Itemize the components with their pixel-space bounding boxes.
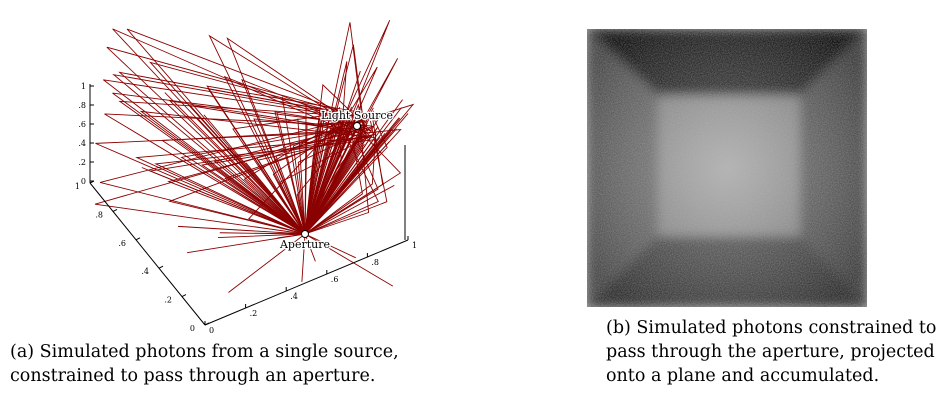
caption-line: onto a plane and accumulated. — [606, 366, 880, 386]
caption-line: (a) Simulated photons from a single sour… — [10, 342, 399, 362]
photon-path — [99, 120, 343, 235]
tick-label: .6 — [331, 275, 339, 284]
photon-plot: 0 .2 .4 .6 .8 1 1 .8 .6 .4 .2 0 0 .2 .4 .6 .8 1 Light Sou… — [75, 20, 417, 335]
tick-mark — [135, 237, 141, 241]
caption-b: (b) Simulated photons constrained to pas… — [606, 316, 936, 388]
photon-path — [154, 92, 375, 235]
photon-path — [304, 132, 340, 235]
photon-path — [112, 28, 356, 235]
photon-path — [112, 73, 354, 235]
tick-label: .4 — [290, 292, 298, 301]
photon-path — [139, 110, 374, 235]
photon-path — [118, 100, 377, 235]
tick-label: .8 — [95, 210, 103, 219]
photon-path — [106, 46, 341, 235]
tick-mark — [181, 294, 187, 298]
photon-path — [126, 28, 361, 236]
caption-line: constrained to pass through an aperture. — [10, 366, 376, 386]
axes — [89, 84, 409, 326]
tick-mark — [158, 265, 164, 269]
tick-label: .8 — [78, 101, 86, 110]
tick-label: 1 — [75, 182, 80, 191]
photon-path — [94, 114, 367, 235]
photon-path — [304, 128, 370, 235]
axis-ticks: 0 .2 .4 .6 .8 1 1 .8 .6 .4 .2 0 0 .2 .4 .6 .8 1 — [75, 82, 417, 335]
photon-path — [304, 136, 376, 235]
photon-path — [304, 58, 399, 235]
photon-path — [223, 75, 351, 235]
photon-path — [304, 107, 341, 235]
photon-path — [274, 111, 368, 235]
photon-path — [304, 107, 402, 235]
accumulated-image — [587, 29, 867, 307]
photon-path — [135, 136, 373, 235]
photon-path — [304, 120, 320, 235]
aperture-marker — [301, 230, 309, 238]
tick-label: .4 — [141, 267, 149, 276]
tick-label: .2 — [78, 158, 86, 167]
tick-label: .6 — [118, 239, 126, 248]
photon-path — [304, 130, 352, 235]
photon-path — [241, 78, 372, 235]
photon-path — [95, 131, 357, 254]
photon-path — [224, 138, 342, 235]
photon-path — [304, 141, 390, 235]
photon-path — [201, 140, 350, 235]
tick-mark — [89, 180, 95, 184]
light-source-marker — [353, 122, 361, 130]
tick-mark — [204, 322, 210, 326]
tick-label: .4 — [78, 139, 86, 148]
caption-a: (a) Simulated photons from a single sour… — [10, 340, 399, 388]
photon-path — [304, 127, 358, 235]
photon-path — [160, 129, 348, 235]
photon-path — [231, 112, 342, 235]
photon-path — [304, 139, 379, 235]
tick-label: 0 — [209, 326, 214, 335]
tick-label: 1 — [412, 241, 417, 250]
photon-path — [148, 61, 345, 235]
photon-path — [178, 88, 343, 235]
photon-path — [304, 139, 383, 235]
photon-paths — [94, 20, 415, 293]
photon-path — [304, 61, 348, 235]
tick-mark — [112, 208, 118, 212]
tick-label: 0 — [190, 324, 195, 333]
photon-path — [304, 121, 370, 235]
aperture-label: Aperture — [279, 238, 330, 251]
tick-label: .2 — [250, 309, 258, 318]
tick-label: .6 — [78, 120, 86, 129]
caption-line: pass through the aperture, projected — [606, 342, 935, 362]
photon-path — [304, 126, 379, 235]
tick-label: .2 — [164, 296, 172, 305]
photon-path — [304, 44, 365, 235]
photon-path — [304, 117, 341, 235]
photon-path — [304, 103, 367, 235]
caption-line: (b) Simulated photons constrained to — [606, 318, 937, 338]
photon-path — [304, 122, 368, 235]
tick-label: 1 — [81, 82, 86, 91]
photon-path — [304, 106, 352, 235]
photon-path — [304, 115, 331, 235]
tick-label: 0 — [81, 177, 86, 186]
photon-path — [104, 96, 350, 235]
light-source-label: Light Source — [321, 109, 393, 122]
tick-label: .8 — [371, 258, 379, 267]
